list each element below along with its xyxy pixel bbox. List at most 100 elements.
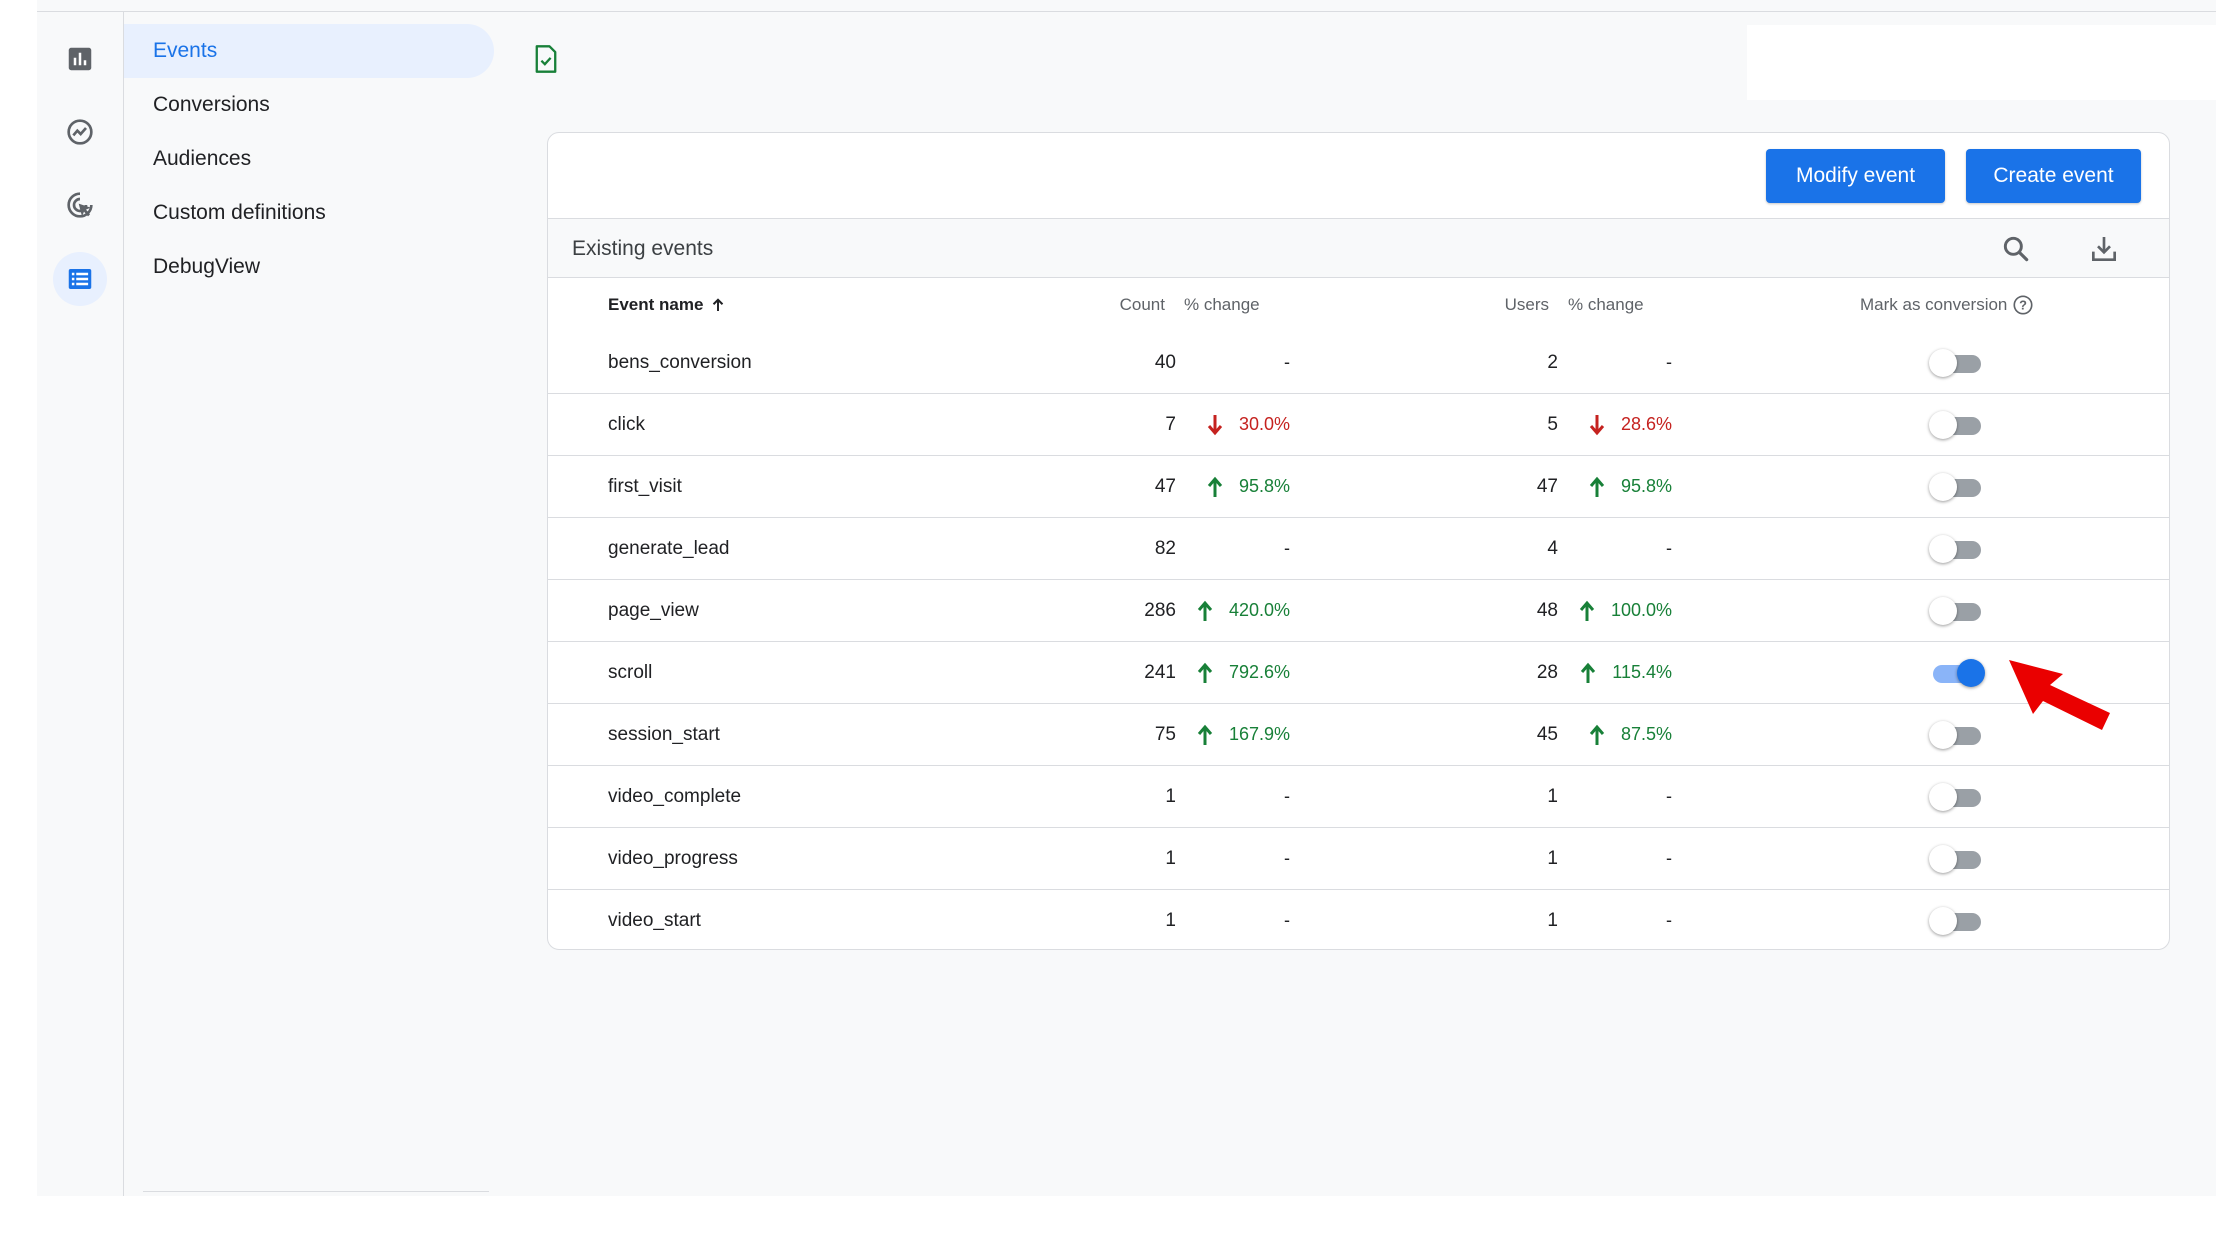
rail-explore[interactable] <box>53 105 107 159</box>
subnav-divider <box>143 1191 489 1192</box>
mark-conversion-toggle[interactable] <box>1929 659 1985 687</box>
column-header-mark-conversion: Mark as conversion ? <box>1860 279 2034 331</box>
percent-change-value: 167.9% <box>1228 724 1290 744</box>
download-icon <box>2092 237 2116 261</box>
percent-change: - <box>1666 332 1672 393</box>
arrow-up-icon <box>1197 662 1213 683</box>
event-name: page_view <box>608 599 699 621</box>
verified-document-icon <box>535 45 557 73</box>
percent-change-value: - <box>1284 352 1290 372</box>
nav-item-label: DebugView <box>153 255 261 278</box>
arrow-up-icon <box>1197 600 1213 621</box>
search-button[interactable] <box>2000 233 2032 270</box>
percent-change: - <box>1666 518 1672 579</box>
toggle-knob <box>1929 783 1957 811</box>
toggle-knob <box>1929 535 1957 563</box>
percent-change-value: - <box>1284 786 1290 806</box>
column-header-event-name[interactable]: Event name <box>608 279 727 331</box>
download-button[interactable] <box>2088 233 2120 270</box>
rail-reports[interactable] <box>53 32 107 86</box>
arrow-up-icon <box>1589 476 1605 497</box>
annotation-arrow-icon <box>2009 660 2110 730</box>
reports-icon <box>68 47 92 71</box>
help-icon[interactable]: ? <box>2012 294 2034 316</box>
table-row: click 7 30.0% 5 28.6% <box>548 394 2169 456</box>
event-name: scroll <box>608 661 653 683</box>
svg-text:?: ? <box>2019 298 2027 313</box>
rail-divider <box>123 12 124 1196</box>
nav-item-events[interactable]: Events <box>124 24 494 78</box>
mark-conversion-toggle[interactable] <box>1929 721 1985 749</box>
event-name: generate_lead <box>608 537 730 559</box>
mark-conversion-toggle[interactable] <box>1929 907 1985 935</box>
table-title: Existing events <box>572 237 714 260</box>
toggle-knob <box>1929 597 1957 625</box>
percent-change-value: 100.0% <box>1610 600 1672 620</box>
table-row: page_view 286 420.0% 48 100.0% <box>548 580 2169 642</box>
event-users: 2 <box>1547 351 1558 373</box>
event-users: 1 <box>1547 785 1558 807</box>
event-count: 241 <box>1144 661 1176 683</box>
search-icon <box>2003 236 2029 262</box>
column-header-count-change[interactable]: % change <box>1184 295 1260 314</box>
configure-subnav: Events Conversions Audiences Custom defi… <box>124 12 500 1196</box>
rail-configure[interactable] <box>53 252 107 306</box>
event-count: 82 <box>1154 537 1176 559</box>
mark-conversion-toggle[interactable] <box>1929 535 1985 563</box>
percent-change-value: - <box>1666 352 1672 372</box>
nav-item-label: Audiences <box>153 147 252 170</box>
column-header-users[interactable]: Users <box>1504 295 1549 314</box>
create-event-button[interactable]: Create event <box>1966 149 2141 203</box>
arrow-up-icon <box>1197 724 1213 745</box>
event-count: 7 <box>1165 413 1176 435</box>
arrow-up-icon <box>1579 600 1595 621</box>
toggle-knob <box>1929 349 1957 377</box>
toggle-knob <box>1929 907 1957 935</box>
nav-item-audiences[interactable]: Audiences <box>124 132 494 186</box>
percent-change-value: 95.8% <box>1238 476 1290 496</box>
mark-conversion-toggle[interactable] <box>1929 845 1985 873</box>
percent-change: 28.6% <box>1589 394 1672 455</box>
column-header-users-change[interactable]: % change <box>1568 295 1644 314</box>
event-users: 45 <box>1536 723 1558 745</box>
table-toolbar: Existing events <box>548 218 2169 278</box>
table-row: session_start 75 167.9% 45 87.5% <box>548 704 2169 766</box>
mark-conversion-toggle[interactable] <box>1929 349 1985 377</box>
nav-item-custom-definitions[interactable]: Custom definitions <box>124 186 494 240</box>
toggle-knob <box>1929 845 1957 873</box>
event-count: 75 <box>1154 723 1176 745</box>
mark-conversion-toggle[interactable] <box>1929 473 1985 501</box>
percent-change: 792.6% <box>1197 642 1290 703</box>
toggle-knob <box>1929 473 1957 501</box>
modify-event-button[interactable]: Modify event <box>1766 149 1945 203</box>
table-row: video_complete 1 - 1 - <box>548 766 2169 828</box>
percent-change-value: - <box>1284 910 1290 930</box>
nav-item-conversions[interactable]: Conversions <box>124 78 494 132</box>
table-row: scroll 241 792.6% 28 115.4% <box>548 642 2169 704</box>
mark-conversion-toggle[interactable] <box>1929 597 1985 625</box>
column-label: Event name <box>608 295 704 314</box>
rail-advertising[interactable] <box>53 178 107 232</box>
mark-conversion-toggle[interactable] <box>1929 783 1985 811</box>
event-users: 28 <box>1536 661 1558 683</box>
arrow-up-icon <box>1207 476 1223 497</box>
icon-rail <box>37 12 123 1196</box>
percent-change-value: 420.0% <box>1228 600 1290 620</box>
percent-change: 95.8% <box>1207 456 1290 517</box>
percent-change: - <box>1666 890 1672 949</box>
event-name: video_start <box>608 909 701 931</box>
percent-change: 167.9% <box>1197 704 1290 765</box>
event-count: 1 <box>1165 909 1176 931</box>
event-name: video_complete <box>608 785 742 807</box>
event-name: bens_conversion <box>608 351 752 373</box>
header-status <box>532 44 560 79</box>
nav-item-debugview[interactable]: DebugView <box>124 240 494 294</box>
mark-conversion-toggle[interactable] <box>1929 411 1985 439</box>
top-divider <box>37 11 2216 12</box>
header-panel <box>1747 25 2216 100</box>
nav-item-label: Conversions <box>153 93 270 116</box>
percent-change-value: - <box>1284 848 1290 868</box>
percent-change-value: - <box>1666 848 1672 868</box>
nav-item-label: Custom definitions <box>153 201 326 224</box>
column-header-count[interactable]: Count <box>1119 295 1165 314</box>
